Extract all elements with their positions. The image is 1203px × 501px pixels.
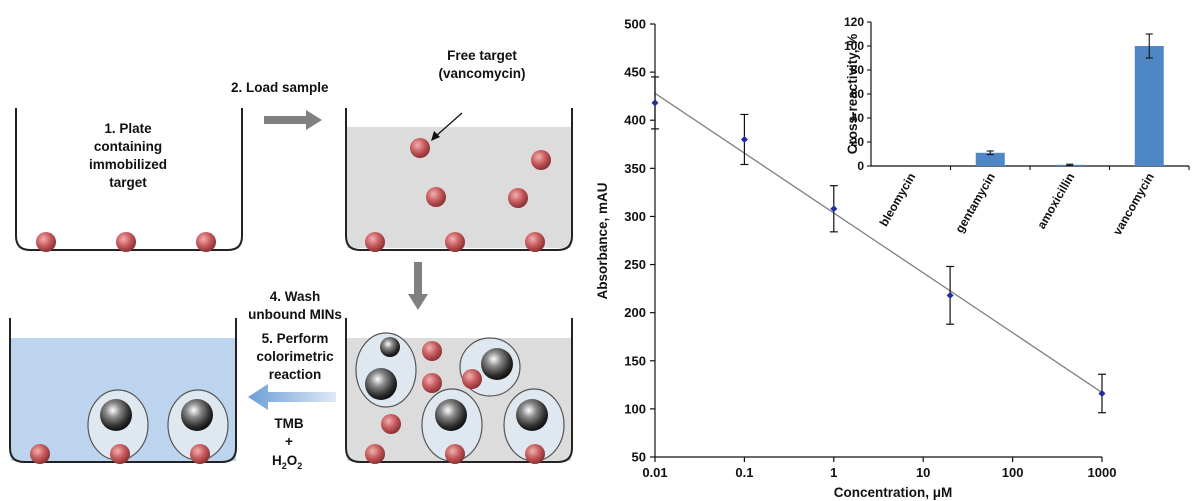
- bead: [422, 373, 442, 393]
- category-label: amoxicillin: [1034, 171, 1077, 232]
- y-tick-label: 350: [624, 161, 646, 176]
- y-tick-label: 250: [624, 257, 646, 272]
- bead: [365, 444, 385, 464]
- category-label: vancomycin: [1110, 171, 1157, 238]
- down-arrow-icon: [408, 262, 428, 310]
- bead: [381, 414, 401, 434]
- trendline: [654, 92, 1103, 394]
- step1-line3: immobilized: [89, 157, 167, 172]
- step4-line1: 4. Wash: [270, 289, 321, 304]
- data-point: [946, 291, 954, 299]
- inset-y-tick-label: 100: [844, 39, 864, 53]
- bead: [525, 444, 545, 464]
- schematic: 1. Plate containing immobilized target 2. L…: [9, 48, 573, 471]
- pointer-arrow-icon: [431, 131, 440, 141]
- bead: [190, 444, 210, 464]
- bead: [116, 232, 136, 252]
- data-point: [830, 205, 838, 213]
- x-tick-label: 1: [830, 465, 837, 480]
- inset-y-axis: 0 20 40 60 80 100 120: [844, 15, 871, 173]
- inset-y-tick-label: 120: [844, 15, 864, 29]
- step5-line1: 5. Perform: [262, 331, 329, 346]
- inset-error-bar: [1145, 33, 1153, 59]
- bead: [410, 138, 430, 158]
- y-tick-label: 100: [624, 401, 646, 416]
- reagent-plus: +: [285, 434, 293, 449]
- step2-label: 2. Load sample: [231, 80, 329, 95]
- inset-chart: 0 20 40 60 80 100 120 bleomycin gentamycin amoxi…: [844, 15, 1190, 238]
- main-x-label: Concentration, μM: [834, 485, 953, 500]
- inset-error-bar: [986, 150, 994, 156]
- right-arrow-icon: [264, 110, 322, 130]
- svg-text:Free target(vancomycin): Free target (vancomycin): [438, 48, 525, 81]
- x-tick-label: 10: [916, 465, 930, 480]
- y-tick-label: 200: [624, 305, 646, 320]
- x-tick-label: 0.1: [735, 465, 753, 480]
- bead: [36, 232, 56, 252]
- bead: [196, 232, 216, 252]
- y-tick-label: 500: [624, 17, 646, 32]
- x-tick-label: 100: [1002, 465, 1024, 480]
- reagent-tmb: TMB: [274, 416, 303, 431]
- x-tick-label: 0.01: [642, 465, 667, 480]
- inset-error-bar: [1066, 163, 1074, 166]
- well-3: [345, 318, 573, 464]
- step1-line4: target: [109, 175, 147, 190]
- y-tick-label: 400: [624, 113, 646, 128]
- bead: [462, 369, 482, 389]
- main-x-axis: 0.01 0.1 1 10 100 1000: [642, 457, 1116, 480]
- main-y-label: Absorbance, mAU: [595, 182, 610, 299]
- step5-line3: reaction: [269, 367, 322, 382]
- well-4: [9, 318, 237, 464]
- bead: [426, 187, 446, 207]
- svg-text:TMB+: TMB +: [274, 416, 303, 449]
- y-tick-label: 150: [624, 353, 646, 368]
- y-tick-label: 450: [624, 65, 646, 80]
- category-label: bleomycin: [877, 171, 919, 229]
- well-1: 1. Plate containing immobilized target: [15, 108, 243, 252]
- free-target-line1: Free target: [447, 48, 517, 63]
- inset-y-tick-label: 60: [851, 87, 865, 101]
- inset-y-tick-label: 0: [857, 159, 864, 173]
- bead: [525, 232, 545, 252]
- well-2: Free target (vancomycin): [345, 48, 573, 252]
- data-point: [651, 99, 659, 107]
- main-points: [651, 76, 1106, 414]
- bead: [531, 150, 551, 170]
- free-target-line2: (vancomycin): [438, 66, 525, 81]
- bar: [1134, 46, 1164, 166]
- category-label: gentamycin: [952, 171, 997, 236]
- bead: [30, 444, 50, 464]
- inset-x-axis: bleomycin gentamycin amoxicillin vancomycin: [877, 166, 1190, 238]
- inset-y-tick-label: 80: [851, 63, 865, 77]
- bead: [445, 232, 465, 252]
- step5-line2: colorimetric: [256, 349, 334, 364]
- step1-line1: 1. Plate: [104, 121, 152, 136]
- bead: [508, 188, 528, 208]
- bead: [365, 232, 385, 252]
- y-tick-label: 50: [632, 450, 646, 465]
- reagent-h2o2: H2O2: [272, 453, 302, 471]
- data-point: [740, 135, 748, 143]
- left-arrow-icon: [248, 384, 336, 410]
- bar: [975, 152, 1005, 166]
- bead: [110, 444, 130, 464]
- inset-y-label: Cross-reactivity, %: [845, 34, 860, 155]
- step4-line2: unbound MINs: [248, 307, 342, 322]
- inset-y-tick-label: 40: [851, 111, 865, 125]
- main-y-axis: 50 100 150 200 250 300 350 400 450 500: [624, 17, 655, 465]
- data-point: [1098, 389, 1106, 397]
- bead: [445, 444, 465, 464]
- inset-y-tick-label: 20: [851, 135, 865, 149]
- y-tick-label: 300: [624, 209, 646, 224]
- step1-line2: containing: [94, 139, 162, 154]
- bead: [422, 341, 442, 361]
- x-tick-label: 1000: [1088, 465, 1117, 480]
- inset-bars: [975, 33, 1164, 166]
